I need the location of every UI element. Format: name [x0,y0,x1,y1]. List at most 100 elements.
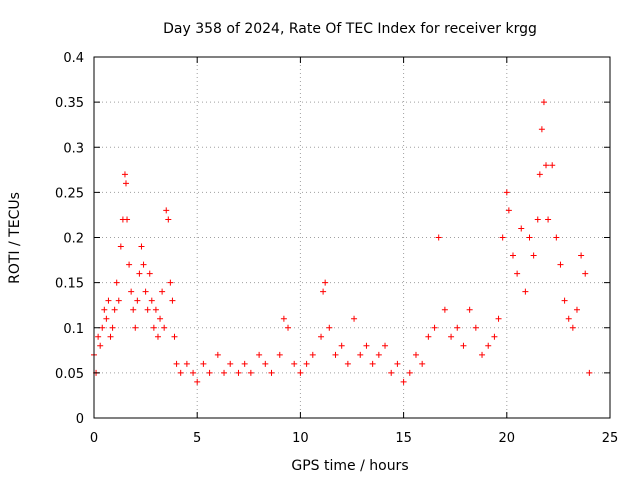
data-point [268,369,275,376]
data-point [97,342,104,349]
data-point [369,360,376,367]
data-point [406,369,413,376]
data-point [412,351,419,358]
x-tick-label: 10 [292,431,309,446]
data-point [538,126,545,133]
data-point [309,351,316,358]
x-tick-label: 0 [90,431,98,446]
data-point [441,306,448,313]
data-point [285,324,292,331]
data-point [276,351,283,358]
data-point [262,360,269,367]
data-point [303,360,310,367]
data-point [165,216,172,223]
data-point [105,297,112,304]
y-tick-label: 0 [76,412,84,427]
data-point [227,360,234,367]
data-point [291,360,298,367]
data-point [419,360,426,367]
y-tick-label: 0.15 [55,277,84,292]
data-point [256,351,263,358]
data-point [161,324,168,331]
data-point [113,279,120,286]
data-point [518,225,525,232]
x-axis-title: GPS time / hours [291,458,408,474]
data-point [115,297,122,304]
data-point [454,324,461,331]
data-point [431,324,438,331]
data-point [466,306,473,313]
data-point [157,315,164,322]
data-point [280,315,287,322]
data-point [107,333,114,340]
data-point [247,369,254,376]
data-point [332,351,339,358]
data-point [95,333,102,340]
data-point [101,306,108,313]
data-point [545,216,552,223]
data-point [322,279,329,286]
data-point [382,342,389,349]
x-tick-label: 25 [602,431,619,446]
data-point [130,306,137,313]
data-point [514,270,521,277]
data-point [154,333,161,340]
y-tick-label: 0.05 [55,367,84,382]
data-point [569,324,576,331]
data-point [326,324,333,331]
data-point [394,360,401,367]
data-point [214,351,221,358]
plot-frame [93,56,611,419]
data-point [400,378,407,385]
data-point [99,324,106,331]
data-point [173,360,180,367]
data-point [540,99,547,106]
data-point [150,324,157,331]
data-point [522,288,529,295]
y-tick-label: 0.35 [55,96,84,111]
data-point [388,369,395,376]
data-point [320,288,327,295]
data-point [318,333,325,340]
data-point [148,297,155,304]
data-point [134,297,141,304]
data-point [144,306,151,313]
data-point [171,333,178,340]
data-point [138,243,145,250]
data-point [578,252,585,259]
data-point [534,216,541,223]
x-tick-labels: 0 5 10 15 20 25 [90,431,618,446]
data-point [586,369,593,376]
data-point [103,315,110,322]
y-tick-label: 0.1 [63,322,84,337]
data-point [363,342,370,349]
data-point [163,207,170,214]
data-point [530,252,537,259]
data-point [169,297,176,304]
data-point [375,351,382,358]
data-point [448,333,455,340]
grid-lines [94,57,610,418]
data-points [91,99,593,385]
data-point [485,342,492,349]
data-point [503,189,510,196]
data-point [183,360,190,367]
data-point [573,306,580,313]
y-axis-title: ROTI / TECUs [7,192,23,284]
data-point [344,360,351,367]
x-tick-label: 5 [193,431,201,446]
chart-title: Day 358 of 2024, Rate Of TEC Index for r… [163,21,537,37]
data-point [132,324,139,331]
y-tick-label: 0.2 [63,232,84,247]
data-point [121,171,128,178]
data-point [297,369,304,376]
axis-ticks [93,56,611,419]
data-point [200,360,207,367]
data-point [124,216,131,223]
data-point [126,261,133,268]
data-point [582,270,589,277]
data-point [495,315,502,322]
data-point [142,288,149,295]
data-point [435,234,442,241]
data-point [499,234,506,241]
